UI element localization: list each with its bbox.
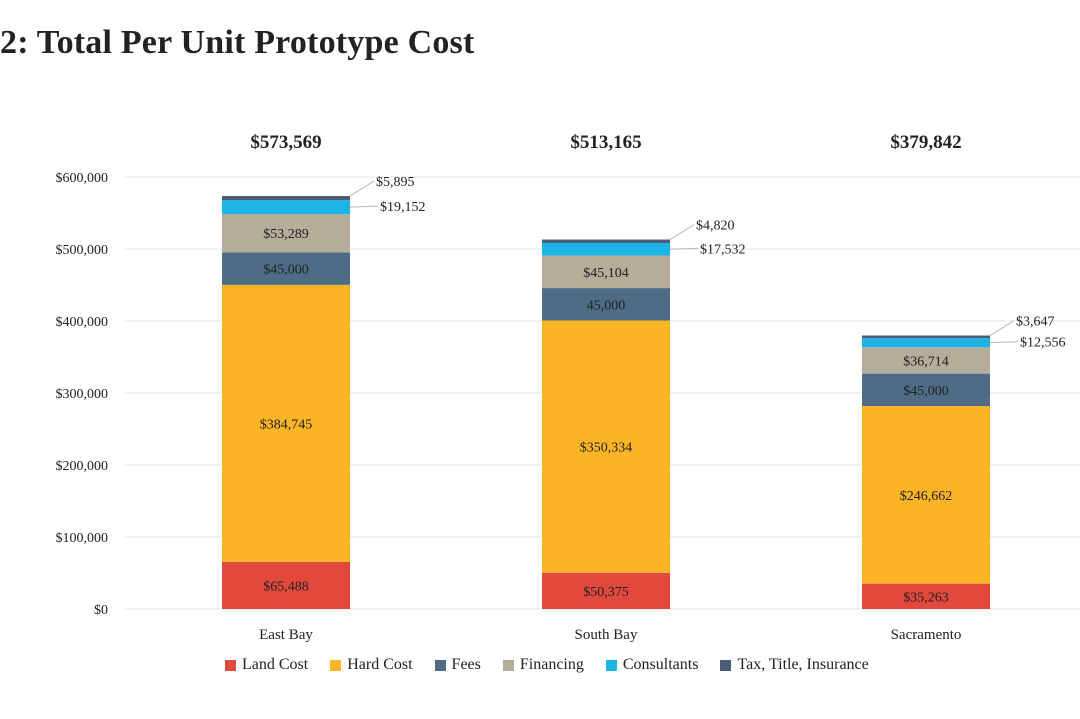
legend-item-land: Land Cost (225, 656, 308, 674)
data-label-financing: $36,714 (903, 354, 949, 369)
data-label-land: $65,488 (263, 579, 309, 594)
bar-segment-land (222, 561, 350, 609)
bar-segment-tax (222, 196, 350, 201)
bar-segment-consultants (222, 200, 350, 215)
data-label-financing: $45,104 (583, 266, 629, 281)
callout-line (349, 205, 379, 208)
legend-item-tax: Tax, Title, Insurance (720, 656, 869, 674)
x-category-label: East Bay (259, 627, 313, 643)
legend-swatch (605, 659, 617, 671)
chart-legend: Land Cost Hard Cost Fees Financing Consultan… (225, 656, 891, 674)
data-label-fees: 45,000 (587, 298, 626, 313)
legend-swatch (502, 659, 514, 671)
callout-line (349, 180, 375, 197)
total-label: $513,165 (570, 132, 641, 153)
legend-label: Tax, Title, Insurance (737, 656, 869, 673)
bar-segment-financing (222, 214, 350, 253)
total-label: $573,569 (250, 132, 321, 153)
bar-segment-tax (542, 239, 670, 243)
data-label-tax: $4,820 (696, 219, 735, 234)
legend-label: Hard Cost (347, 656, 413, 673)
bar-segment-financing (542, 255, 670, 289)
legend-item-fees: Fees (434, 656, 481, 674)
callout-line (669, 247, 699, 250)
bar-segment-land (542, 572, 670, 609)
y-tick-label: $300,000 (56, 387, 109, 402)
data-label-land: $35,263 (903, 590, 949, 605)
x-category-label: Sacramento (891, 627, 962, 643)
bar-segment-fees (862, 373, 990, 407)
x-category-label: South Bay (575, 627, 638, 643)
bar-segment-hard (862, 406, 990, 584)
data-label-financing: $53,289 (263, 227, 309, 242)
bar-segment-fees (222, 252, 350, 285)
legend-swatch (720, 659, 732, 671)
data-label-consultants: $17,532 (700, 242, 746, 257)
data-label-tax: $3,647 (1016, 315, 1055, 330)
bar-segment-fees (542, 288, 670, 321)
y-tick-label: $500,000 (56, 243, 109, 258)
callout-line (989, 341, 1019, 344)
y-tick-label: $100,000 (56, 531, 109, 546)
legend-swatch (330, 659, 342, 671)
bar-segment-consultants (542, 242, 670, 256)
bar-segment-consultants (862, 338, 990, 348)
legend-swatch (225, 659, 236, 671)
bar-segment-financing (862, 347, 990, 374)
bar-segment-tax (862, 335, 990, 339)
data-label-fees: $45,000 (263, 263, 309, 278)
bar-segment-land (862, 583, 990, 609)
data-label-consultants: $12,556 (1020, 336, 1066, 351)
data-label-land: $50,375 (583, 585, 629, 600)
legend-label: Fees (451, 656, 481, 673)
callout-line (669, 224, 695, 240)
page-title: 2: Total Per Unit Prototype Cost (0, 24, 475, 61)
bar-segment-hard (542, 320, 670, 573)
legend-label: Consultants (622, 656, 699, 673)
data-label-hard: $350,334 (580, 441, 633, 456)
data-label-fees: $45,000 (903, 384, 949, 399)
callout-line (989, 320, 1015, 336)
data-label-consultants: $19,152 (380, 200, 426, 215)
y-tick-label: $400,000 (56, 315, 109, 330)
legend-item-hard: Hard Cost (330, 656, 413, 674)
data-label-tax: $5,895 (376, 175, 415, 190)
data-label-hard: $384,745 (260, 417, 313, 432)
y-tick-label: $600,000 (56, 171, 109, 186)
bar-segment-hard (222, 284, 350, 562)
y-tick-label: $200,000 (56, 459, 109, 474)
y-tick-label: $0 (94, 603, 108, 618)
legend-label: Financing (519, 656, 584, 673)
total-label: $379,842 (890, 132, 961, 153)
legend-item-financing: Financing (502, 656, 584, 674)
data-label-hard: $246,662 (900, 489, 953, 504)
legend-item-consultants: Consultants (605, 656, 699, 674)
legend-label: Land Cost (242, 656, 309, 673)
legend-swatch (434, 659, 446, 671)
